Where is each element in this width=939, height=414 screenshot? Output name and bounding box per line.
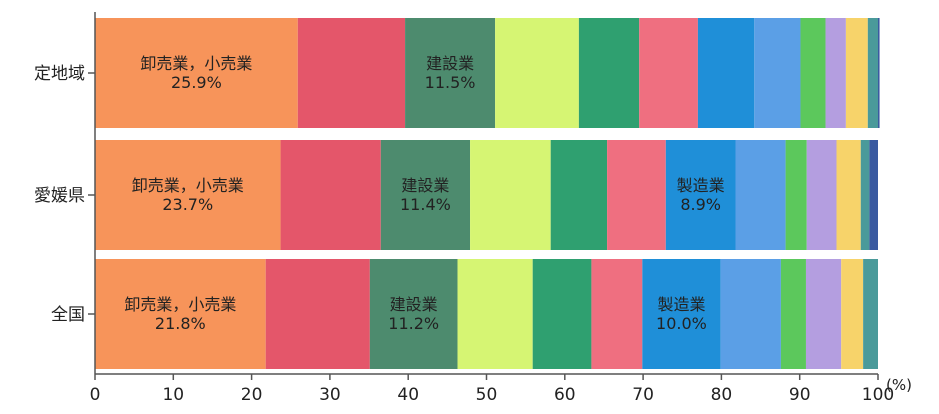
data-label: 製造業 10.0%	[656, 295, 707, 333]
bar-segment	[266, 259, 370, 369]
bar-segment	[533, 259, 592, 369]
y-category-label: 定地域	[34, 64, 85, 84]
data-label: 製造業 8.9%	[677, 176, 725, 214]
bar-segment	[800, 18, 825, 128]
bar-segment	[721, 259, 781, 369]
y-category-label: 愛媛県	[34, 186, 85, 206]
bar-segment	[591, 259, 642, 369]
bar-segment	[458, 259, 533, 369]
data-label: 建設業 11.5%	[425, 54, 476, 92]
bar-segment	[878, 18, 880, 128]
bar-segment	[781, 259, 806, 369]
bar-segment	[826, 18, 846, 128]
x-tick-label: 60	[554, 385, 576, 405]
x-tick-label: 20	[241, 385, 263, 405]
bar-segment	[841, 259, 863, 369]
x-tick-label: 50	[476, 385, 498, 405]
data-label: 建設業 11.4%	[400, 176, 451, 214]
x-axis-unit: (%)	[886, 376, 912, 394]
bar-segment	[495, 18, 579, 128]
x-tick-label: 40	[397, 385, 419, 405]
bar-segment	[868, 18, 878, 128]
data-label: 建設業 11.2%	[388, 295, 439, 333]
bar-segment	[551, 140, 607, 250]
bar-segment	[786, 140, 807, 250]
bar-segment	[754, 18, 800, 128]
bar-segment	[861, 140, 870, 250]
bar-segment	[807, 140, 837, 250]
x-tick-label: 30	[319, 385, 341, 405]
bar-segment	[735, 140, 785, 250]
x-tick-label: 80	[711, 385, 733, 405]
bar-area: 卸売業，小売業 25.9%建設業 11.5%卸売業，小売業 23.7%建設業 11.4%…	[95, 18, 880, 369]
y-category-label: 全国	[51, 305, 85, 325]
bar-segment	[863, 259, 878, 369]
bar-segment	[639, 18, 698, 128]
bar-segment	[698, 18, 754, 128]
bar-segment	[470, 140, 551, 250]
x-tick-label: 70	[632, 385, 654, 405]
bar-segment	[298, 18, 405, 128]
x-tick-label: 0	[90, 385, 101, 405]
bar-segment	[281, 140, 381, 250]
bar-segment	[869, 140, 878, 250]
bar-segment	[837, 140, 861, 250]
x-tick-label: 10	[162, 385, 184, 405]
bar-segment	[846, 18, 868, 128]
bar-segment	[607, 140, 666, 250]
bar-segment	[806, 259, 841, 369]
bar-segment	[579, 18, 639, 128]
x-tick-label: 90	[789, 385, 811, 405]
